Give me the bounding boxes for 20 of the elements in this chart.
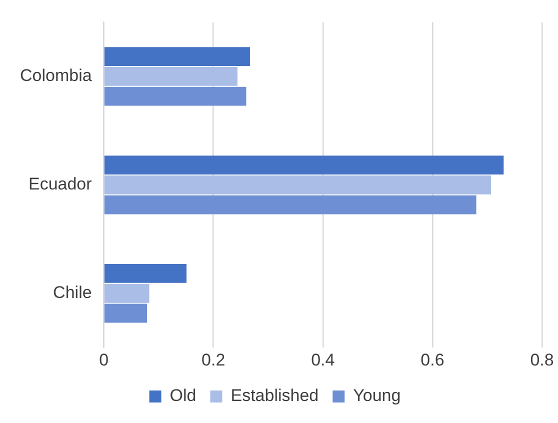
x-tick-label: 0.4: [311, 350, 335, 370]
bar: [104, 66, 238, 86]
y-tick-label: Ecuador: [28, 174, 92, 194]
bar: [104, 195, 476, 214]
legend-label: Young: [353, 386, 401, 406]
x-tick-label: 0.8: [530, 350, 554, 370]
legend-label: Old: [170, 386, 196, 406]
bar: [104, 47, 250, 66]
bar: [104, 86, 246, 106]
bar: [104, 175, 492, 194]
x-tick-label: 0: [99, 350, 109, 370]
y-tick-label: Colombia: [20, 66, 92, 86]
y-tick-label: Chile: [53, 283, 92, 302]
bar: [104, 156, 504, 174]
legend-label: Established: [230, 386, 319, 406]
x-tick-label: 0.2: [202, 350, 226, 370]
x-tick-label: 0.6: [420, 350, 444, 370]
bar: [104, 304, 148, 323]
bar: [104, 264, 187, 283]
bar: [104, 284, 150, 303]
